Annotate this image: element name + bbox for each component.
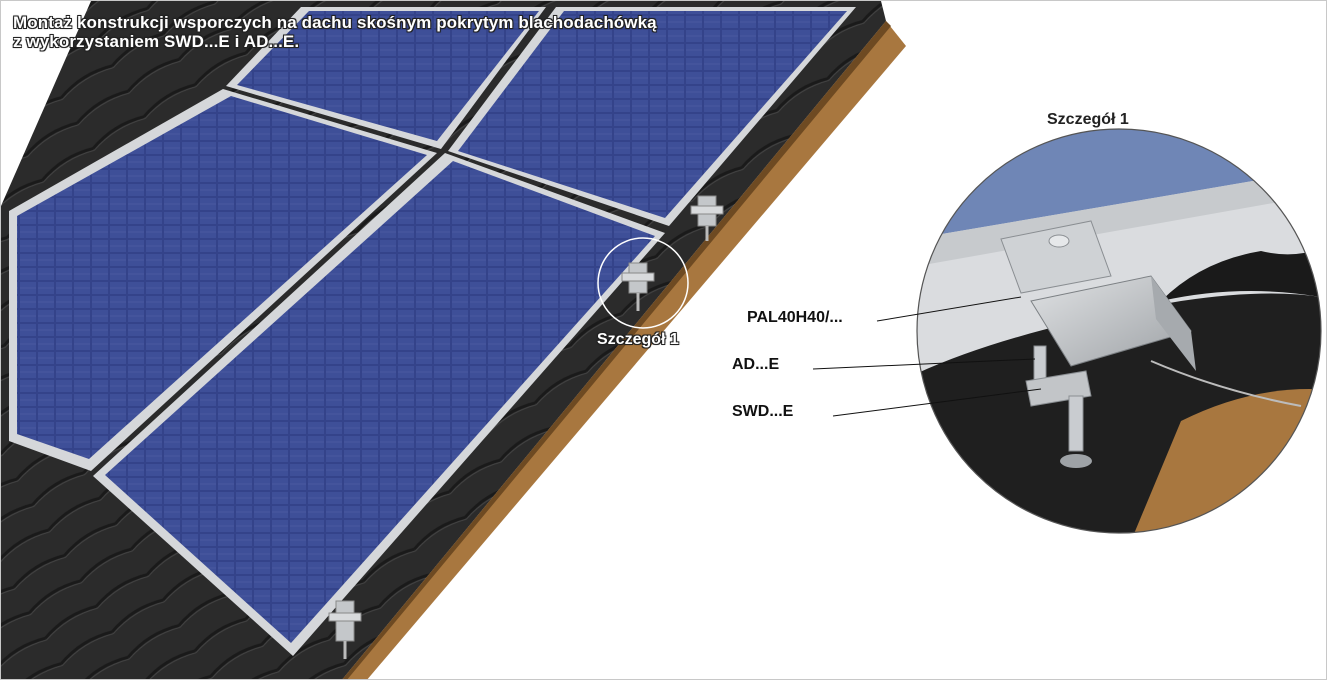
page-title-line-2: z wykorzystaniem SWD...E i AD...E. [13,32,300,51]
solar-panel-icon [9,89,437,471]
detail-view [917,129,1321,533]
part-label-ad-e: AD...E [732,356,780,373]
detail-callout-circle [597,237,689,329]
leader-line-pal [876,296,1022,322]
mounting-clamp-icon [621,262,655,311]
part-label-swd-e: SWD...E [732,403,794,420]
detail-view-title: Szczegół 1 [1047,111,1129,128]
part-label-pal40h40: PAL40H40/... [747,309,843,326]
mounting-clamp-icon [328,600,362,659]
mounting-clamp-icon [1000,220,1112,294]
detail-circle-border [916,128,1322,534]
page-title-line-1: Montaż konstrukcji wsporczych na dachu s… [13,13,657,32]
solar-panel-icon [93,153,665,656]
roof-edge-shadow [342,21,891,679]
hanger-bolt-icon [1025,345,1092,468]
leader-line-ad [812,358,1036,370]
leader-line-swd [832,388,1042,417]
solar-panel-icon [226,7,546,149]
detail-callout-label: Szczegół 1 [597,331,679,348]
mounting-clamp-icon [690,195,724,241]
solar-panel-icon [448,7,856,226]
